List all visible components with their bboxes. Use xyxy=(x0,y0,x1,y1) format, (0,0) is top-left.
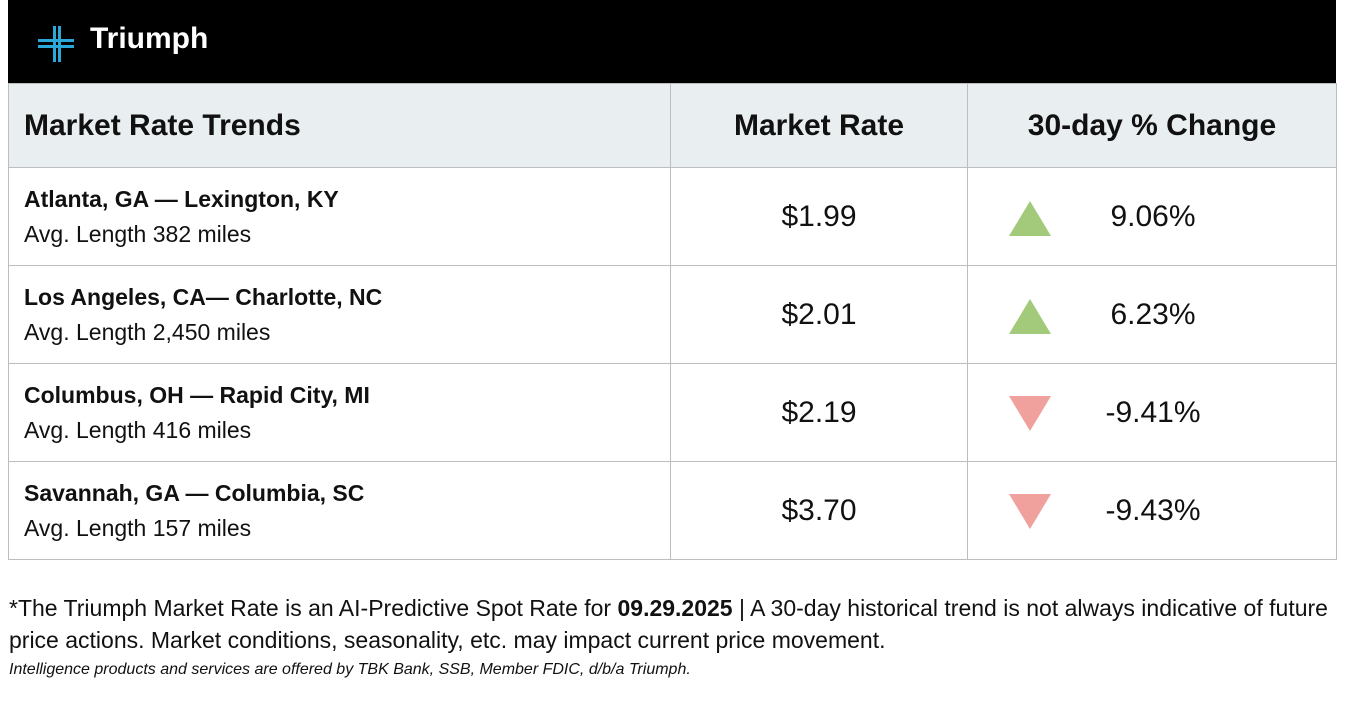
market-rate: $3.70 xyxy=(781,493,857,527)
rate-cell: $3.70 xyxy=(670,461,968,560)
route-cell: Atlanta, GA — Lexington, KY Avg. Length 3… xyxy=(8,167,671,266)
arrow-shape xyxy=(1009,396,1051,431)
trend-arrow xyxy=(1009,494,1051,529)
market-rate: $2.19 xyxy=(781,395,857,429)
change-cell: 9.06% xyxy=(967,167,1337,266)
footnote-text: *The Triumph Market Rate is an AI-Predic… xyxy=(9,595,618,621)
column-header: 30-day % Change xyxy=(967,83,1337,168)
change-cell: -9.41% xyxy=(967,363,1337,462)
disclaimer: Intelligence products and services are o… xyxy=(9,661,691,678)
route: Los Angeles, CA— Charlotte, NC xyxy=(24,283,383,310)
column-header: Market Rate Trends xyxy=(8,83,671,168)
route-cell: Los Angeles, CA— Charlotte, NC Avg. Lengt… xyxy=(8,265,671,364)
header-bar: Triumph xyxy=(8,0,1336,83)
trend-arrow xyxy=(1009,201,1051,236)
avg-length: Avg. Length 2,450 miles xyxy=(24,318,271,345)
percent-change: -9.43% xyxy=(1105,493,1201,527)
avg-length: Avg. Length 382 miles xyxy=(24,220,252,247)
percent-change: 9.06% xyxy=(1110,199,1196,233)
market-rate: $2.01 xyxy=(781,297,857,331)
route: Columbus, OH — Rapid City, MI xyxy=(24,381,370,408)
footnote-date: 09.29.2025 xyxy=(617,595,733,621)
arrow-shape xyxy=(1009,201,1051,236)
footnote-text: | A 30-day historical trend is not alway… xyxy=(9,595,1328,653)
route: Savannah, GA — Columbia, SC xyxy=(24,479,365,506)
brand-name: Triumph xyxy=(90,22,209,55)
percent-change: 6.23% xyxy=(1110,297,1196,331)
rate-cell: $1.99 xyxy=(670,167,968,266)
column-header-text: Market Rate Trends xyxy=(24,108,301,142)
route-cell: Savannah, GA — Columbia, SC Avg. Length 1… xyxy=(8,461,671,560)
change-cell: 6.23% xyxy=(967,265,1337,364)
trend-arrow xyxy=(1009,396,1051,431)
column-header-text: Market Rate xyxy=(733,108,905,142)
change-cell: -9.43% xyxy=(967,461,1337,560)
rate-cell: $2.01 xyxy=(670,265,968,364)
trend-arrow xyxy=(1009,299,1051,334)
avg-length: Avg. Length 157 miles xyxy=(24,514,252,541)
avg-length: Avg. Length 416 miles xyxy=(24,416,252,443)
arrow-shape xyxy=(1009,494,1051,529)
logo-icon xyxy=(38,26,74,62)
arrow-shape xyxy=(1009,299,1051,334)
market-rate: $1.99 xyxy=(781,199,857,233)
footnote: *The Triumph Market Rate is an AI-Predic… xyxy=(9,592,1339,656)
column-header: Market Rate xyxy=(670,83,968,168)
column-header-text: 30-day % Change xyxy=(1027,108,1277,142)
route: Atlanta, GA — Lexington, KY xyxy=(24,185,339,212)
route-cell: Columbus, OH — Rapid City, MI Avg. Length… xyxy=(8,363,671,462)
percent-change: -9.41% xyxy=(1105,395,1201,429)
rate-cell: $2.19 xyxy=(670,363,968,462)
